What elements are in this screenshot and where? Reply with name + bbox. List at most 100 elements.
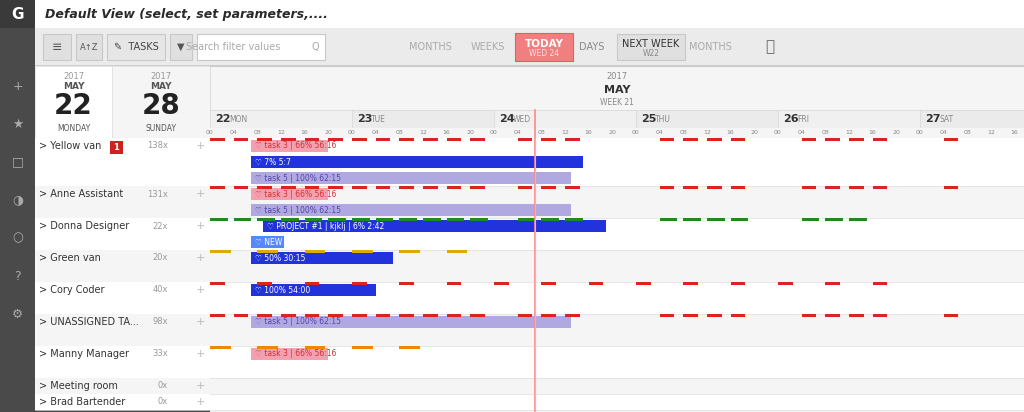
Text: MON: MON bbox=[229, 115, 247, 124]
Text: > Green van: > Green van bbox=[39, 253, 101, 263]
Bar bbox=[872, 186, 888, 189]
Bar bbox=[252, 316, 571, 328]
Bar bbox=[470, 138, 485, 141]
Text: 131x: 131x bbox=[147, 190, 168, 199]
Bar bbox=[446, 138, 462, 141]
Bar bbox=[944, 186, 958, 189]
Text: 1: 1 bbox=[113, 143, 119, 152]
Bar bbox=[352, 186, 367, 189]
Text: WEEK 21: WEEK 21 bbox=[600, 98, 634, 106]
Bar bbox=[35, 65, 1024, 66]
Bar bbox=[518, 186, 532, 189]
Text: 26: 26 bbox=[783, 114, 799, 124]
Bar bbox=[210, 186, 225, 189]
Text: 138x: 138x bbox=[147, 141, 168, 150]
Text: 08: 08 bbox=[964, 131, 971, 136]
Bar bbox=[446, 250, 467, 253]
Text: 04: 04 bbox=[229, 131, 238, 136]
Text: > Brad Bartender: > Brad Bartender bbox=[39, 397, 125, 407]
Text: 25: 25 bbox=[641, 114, 656, 124]
Text: 04: 04 bbox=[798, 131, 806, 136]
Text: +: + bbox=[196, 253, 205, 263]
Text: +: + bbox=[196, 141, 205, 151]
Text: 20: 20 bbox=[751, 131, 758, 136]
Bar bbox=[542, 314, 556, 317]
Text: +: + bbox=[196, 381, 205, 391]
Bar bbox=[802, 314, 816, 317]
Bar bbox=[731, 314, 745, 317]
Bar bbox=[423, 138, 438, 141]
Bar bbox=[257, 218, 275, 221]
Bar bbox=[35, 66, 112, 138]
Bar bbox=[659, 186, 675, 189]
Text: ≡: ≡ bbox=[52, 40, 62, 54]
Bar bbox=[565, 186, 580, 189]
Bar bbox=[281, 138, 296, 141]
Bar bbox=[35, 218, 210, 250]
Text: ♡ NEW PROJECT: ♡ NEW PROJECT bbox=[255, 237, 317, 246]
Text: SAT: SAT bbox=[939, 115, 953, 124]
Bar bbox=[659, 314, 675, 317]
Bar bbox=[731, 282, 745, 285]
Bar bbox=[329, 186, 343, 189]
Bar bbox=[872, 282, 888, 285]
Text: 20: 20 bbox=[892, 131, 900, 136]
Bar bbox=[112, 66, 210, 138]
Bar bbox=[329, 138, 343, 141]
Bar bbox=[825, 218, 843, 221]
Text: 00: 00 bbox=[490, 131, 498, 136]
Bar bbox=[35, 28, 1024, 66]
Bar bbox=[494, 282, 509, 285]
Bar bbox=[802, 138, 816, 141]
Text: 16: 16 bbox=[727, 131, 734, 136]
Text: ▼: ▼ bbox=[177, 42, 184, 52]
Bar bbox=[731, 138, 745, 141]
Text: ?: ? bbox=[14, 269, 20, 283]
Text: 04: 04 bbox=[372, 131, 380, 136]
Text: 12: 12 bbox=[278, 131, 285, 136]
Text: WEEKS: WEEKS bbox=[471, 42, 505, 52]
Bar bbox=[920, 110, 1024, 128]
Text: +: + bbox=[196, 397, 205, 407]
Bar bbox=[252, 348, 329, 360]
Text: +: + bbox=[196, 317, 205, 327]
Text: NEXT WEEK: NEXT WEEK bbox=[623, 39, 680, 49]
Bar bbox=[683, 186, 698, 189]
Bar bbox=[376, 314, 390, 317]
Bar bbox=[305, 218, 323, 221]
Text: 00: 00 bbox=[632, 131, 640, 136]
Text: WED 24: WED 24 bbox=[529, 49, 559, 58]
Text: 20x: 20x bbox=[153, 253, 168, 262]
Text: +: + bbox=[12, 80, 23, 93]
Text: MAY: MAY bbox=[151, 82, 172, 91]
Bar bbox=[399, 282, 414, 285]
Bar bbox=[35, 378, 210, 394]
Bar bbox=[778, 282, 793, 285]
Bar bbox=[518, 138, 532, 141]
Bar bbox=[35, 186, 210, 218]
Bar bbox=[257, 346, 279, 349]
Bar bbox=[170, 34, 193, 60]
Bar bbox=[0, 0, 35, 28]
Bar bbox=[35, 282, 210, 314]
Bar bbox=[565, 138, 580, 141]
Bar bbox=[683, 138, 698, 141]
Bar bbox=[352, 138, 367, 141]
Text: > Cory Coder: > Cory Coder bbox=[39, 285, 104, 295]
Bar bbox=[35, 138, 210, 186]
Bar bbox=[35, 346, 210, 378]
Bar bbox=[470, 218, 488, 221]
Bar bbox=[872, 138, 888, 141]
Text: 23: 23 bbox=[357, 114, 373, 124]
Text: Q: Q bbox=[311, 42, 318, 52]
Bar bbox=[731, 186, 745, 189]
Text: ⚙: ⚙ bbox=[12, 307, 24, 321]
Text: 08: 08 bbox=[538, 131, 545, 136]
Text: ✎  TASKS: ✎ TASKS bbox=[114, 42, 159, 52]
Text: Default View (select, set parameters,....: Default View (select, set parameters,...… bbox=[45, 7, 328, 21]
Text: 00: 00 bbox=[206, 131, 214, 136]
Bar bbox=[376, 218, 393, 221]
Bar bbox=[446, 314, 462, 317]
Bar bbox=[233, 138, 249, 141]
Bar bbox=[210, 282, 225, 285]
